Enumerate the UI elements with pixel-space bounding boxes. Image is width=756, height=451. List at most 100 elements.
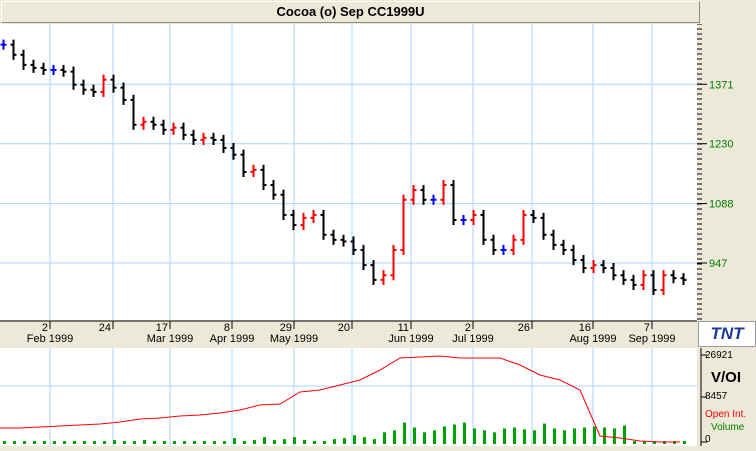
volume-bar [393,430,396,444]
volume-bar [673,441,676,444]
volume-bar [123,441,126,444]
volume-bar [103,441,106,444]
volume-bar [323,441,326,444]
window-title: Cocoa (o) Sep CC1999U [276,4,425,19]
volume-bar [343,438,346,444]
price-bar [150,116,157,130]
volume-bar [613,428,616,444]
price-bar [130,94,137,130]
price-bar [110,74,117,93]
volume-bar [143,440,146,444]
date-month-label: Aug 1999 [569,333,616,345]
date-day-label: 11 [398,322,409,334]
price-bar [540,212,547,240]
price-bar [40,62,47,76]
volume-bar [203,441,206,444]
date-day-label: 17 [156,322,168,334]
volume-bar [83,441,86,444]
price-bar [70,66,77,90]
price-label: 947 [709,258,727,270]
price-bar [290,209,297,231]
volume-bar [643,441,646,444]
volume-bar [463,422,466,444]
volume-bar [3,441,6,444]
price-bar [80,79,87,95]
date-day-label: 24 [99,322,111,334]
price-bar [100,74,107,97]
volume-bar [253,440,256,444]
volume-bar [523,429,526,444]
price-bar [390,244,397,281]
volume-bar [283,439,286,444]
price-bar [30,59,37,73]
volume-bar [213,441,216,444]
price-bar [240,149,247,178]
chart-title-bar: Cocoa (o) Sep CC1999U [1,1,700,23]
price-chart[interactable] [0,24,697,320]
price-bar [510,234,517,256]
volume-bar [53,441,56,444]
price-bar [140,116,147,130]
volume-bar [313,441,316,444]
legend-open-interest: Open Int. [705,409,747,420]
date-day-label: 2 [465,322,471,334]
volume-bar [133,441,136,444]
vol-label-mid: 8457 [705,391,728,402]
price-bar [260,164,267,191]
volume-bar [653,441,656,444]
vol-label-max: 26921 [705,350,733,361]
volume-bar [233,438,236,444]
volume-bar [43,441,46,444]
price-bar [50,64,57,76]
price-bar [60,64,67,77]
date-month-label: Apr 1999 [210,333,255,345]
volume-bar [383,432,386,444]
volume-scale: 26921 V/OI 8457 Open Int. Volume 0 [697,348,756,446]
price-bar [360,244,367,271]
price-bar [200,132,207,145]
volume-bar [293,437,296,444]
volume-bar [223,441,226,444]
volume-bar [243,441,246,444]
price-bar [210,132,217,145]
price-bar [160,119,167,135]
price-bar [190,129,197,145]
volume-oi-chart[interactable] [0,348,697,446]
volume-bar [633,441,636,444]
price-bar [440,179,447,205]
date-day-label: 8 [224,322,230,334]
price-scale: 1371 1230 1088 947 [697,23,756,320]
price-bar [560,239,567,256]
volume-bar [483,430,486,444]
price-bar [680,273,687,285]
date-month-label: Mar 1999 [147,333,193,345]
price-bar [400,194,407,256]
volume-bar [423,432,426,444]
volume-bar [403,422,406,444]
price-bar [370,260,377,285]
price-bar [0,39,7,50]
price-bar [430,194,437,205]
volume-bar [663,441,666,444]
vol-panel-title: V/OI [711,369,742,386]
volume-bar [683,441,686,444]
date-day-label: 26 [518,322,530,334]
price-bar [280,189,287,221]
price-bar [230,142,237,160]
volume-bar [443,426,446,444]
date-month-label: Jul 1999 [452,333,494,345]
date-month-label: Jun 1999 [388,333,433,345]
price-bar [640,270,647,290]
price-bar [470,209,477,226]
price-bar [330,229,337,245]
price-bar [320,209,327,240]
date-day-label: 2 [42,322,48,334]
price-bar [490,234,497,256]
price-label: 1230 [709,139,733,151]
price-bar [530,209,537,223]
volume-bar [13,441,16,444]
price-bar [650,270,657,296]
volume-bar [623,425,626,444]
price-bar [120,82,127,105]
volume-bar [553,428,556,444]
